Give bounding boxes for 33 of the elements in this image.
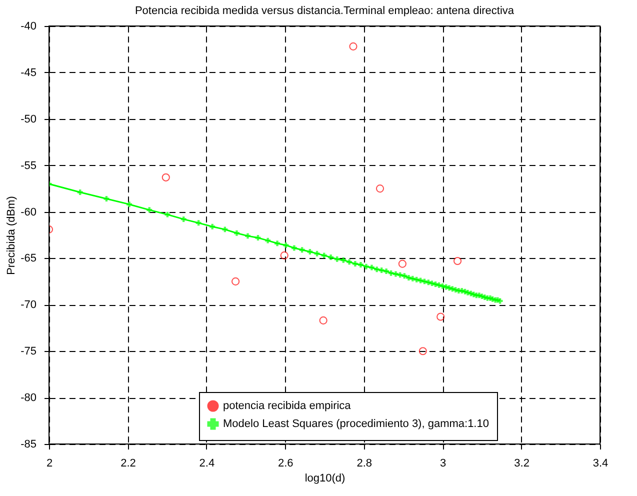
x-tick-label: 3 — [440, 458, 446, 470]
x-tick-label: 3.4 — [592, 458, 608, 470]
y-tick-label: -55 — [20, 160, 36, 172]
point — [453, 256, 462, 266]
point — [162, 173, 170, 182]
chart-title: Potencia recibida medida versus distancia.Terminal empleao: antena directiva — [134, 5, 515, 17]
point — [349, 42, 358, 50]
point — [376, 184, 384, 193]
y-axis-title: Precibida (dBm) — [6, 196, 18, 275]
y-tick-label: -45 — [20, 66, 36, 79]
x-tick-label: 2.8 — [356, 458, 372, 470]
point — [436, 312, 445, 321]
point — [418, 347, 427, 356]
y-tick-label: -50 — [20, 113, 36, 126]
x-axis-title: log10(d) — [304, 472, 346, 484]
point — [398, 260, 406, 268]
x-tick-label: 3.2 — [514, 458, 530, 470]
y-tick-label: -65 — [20, 252, 36, 265]
y-tick-label: -75 — [20, 346, 36, 358]
legend-label: potencia recibida empirica — [223, 400, 352, 412]
x-tick-label: 2.2 — [120, 458, 136, 470]
y-tick-label: -80 — [20, 392, 36, 404]
y-tick-label: -70 — [20, 299, 36, 312]
x-tick-label: 2.4 — [199, 458, 215, 470]
y-tick-label: -60 — [20, 206, 36, 218]
x-tick-label: 2 — [46, 458, 53, 470]
y-tick-label: -40 — [20, 20, 36, 32]
x-tick-label: 2.6 — [278, 458, 294, 470]
y-tick-label: -85 — [20, 438, 36, 450]
legend-label: Modelo Least Squares (procedimiento 3), gamma:1.10 — [223, 418, 489, 430]
point — [319, 316, 328, 324]
point — [280, 251, 288, 260]
point — [232, 277, 240, 286]
